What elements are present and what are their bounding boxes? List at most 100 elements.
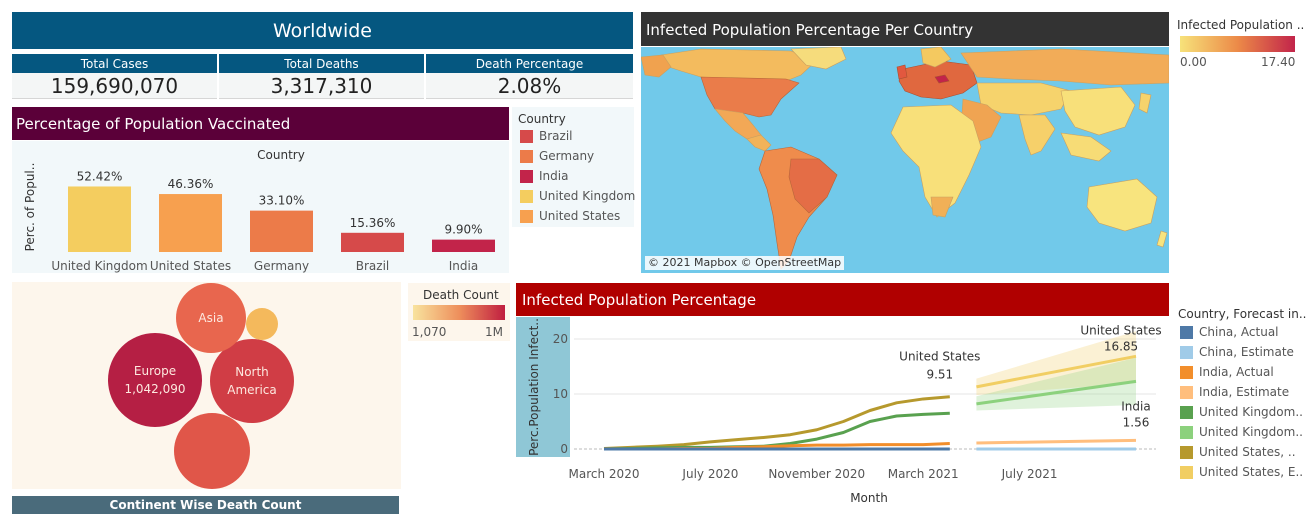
- bubble: [210, 339, 294, 423]
- legend-label: Germany: [539, 149, 595, 163]
- x-tick-label: March 2020: [569, 467, 640, 481]
- annotation-value: 16.85: [1104, 339, 1138, 353]
- bubble: [174, 413, 250, 489]
- x-tick-label: July 2020: [681, 467, 738, 481]
- map-region-se-asia: [1060, 132, 1112, 162]
- death-percentage-value: 2.08%: [426, 73, 633, 99]
- total-deaths-value: 3,317,310: [219, 73, 424, 99]
- legend-swatch: [1180, 446, 1193, 459]
- legend-swatch: [1180, 386, 1193, 399]
- bar-value-label: 9.90%: [444, 223, 482, 237]
- worldwide-title: Worldwide: [12, 12, 633, 49]
- bar: [159, 194, 222, 252]
- legend-label: United Kingdom..: [1199, 425, 1303, 439]
- vaccination-chart-title: Percentage of Population Vaccinated: [12, 107, 509, 140]
- x-tick-label: United States: [150, 259, 231, 273]
- bubble: [176, 283, 246, 353]
- legend-label: United States, E..: [1199, 465, 1304, 479]
- infected-color-ramp: [1180, 36, 1295, 52]
- x-tick-label: Brazil: [356, 259, 390, 273]
- bar-value-label: 15.36%: [350, 216, 396, 230]
- annotation-value: 9.51: [926, 368, 953, 382]
- legend-label: China, Actual: [1199, 325, 1279, 339]
- line-legend: China, Actual China, Estimate India, Act…: [1180, 325, 1305, 495]
- death-legend-min: 1,070: [412, 325, 447, 339]
- y-tick-label: 20: [553, 332, 568, 346]
- bar: [341, 232, 404, 252]
- legend-label: India: [539, 169, 569, 183]
- series-line: [976, 438, 1137, 445]
- bubble-label: 1,042,090: [124, 382, 185, 396]
- vaccination-legend-title: Country: [518, 112, 566, 126]
- bar-value-label: 33.10%: [259, 194, 305, 208]
- map-region-india: [1018, 114, 1056, 156]
- map-region-south-africa: [930, 196, 954, 218]
- line-chart-title: Infected Population Percentage: [516, 283, 1169, 316]
- death-percentage-label: Death Percentage: [426, 54, 633, 73]
- line-yaxis-band: [516, 317, 570, 457]
- y-tick-label: 0: [560, 442, 568, 456]
- series-line: [976, 379, 1137, 406]
- continent-bubble-panel: Europe 1,042,090 North America Asia: [12, 282, 401, 489]
- bar-value-label: 52.42%: [77, 169, 123, 183]
- map-region-china: [1060, 86, 1136, 136]
- bubble-label: America: [227, 383, 277, 397]
- series-line: [976, 354, 1137, 389]
- death-legend-title: Death Count: [423, 288, 499, 302]
- legend-swatch: [1180, 366, 1193, 379]
- legend-swatch: [520, 170, 533, 183]
- series-line: [603, 395, 950, 450]
- total-cases-value: 159,690,070: [12, 73, 217, 99]
- x-tick-label: July 2021: [1001, 467, 1058, 481]
- vaccination-legend: Country Brazil Germany India United King…: [512, 107, 635, 227]
- infected-legend-max: 17.40: [1261, 55, 1296, 69]
- annotation-label: United States: [899, 350, 980, 364]
- map-region-new-zealand: [1156, 230, 1168, 248]
- death-color-ramp: [413, 305, 505, 320]
- vaccination-chart-panel: Country Perc. of Popul.. 52.42% United King…: [12, 141, 509, 273]
- map-region-alaska: [641, 54, 672, 78]
- map-attribution[interactable]: © 2021 Mapbox © OpenStreetMap: [645, 256, 845, 270]
- legend-swatch: [520, 190, 533, 203]
- bubble-label: North: [235, 365, 269, 379]
- legend-label: India, Actual: [1199, 365, 1274, 379]
- bar: [432, 239, 495, 252]
- x-tick-label: Germany: [254, 259, 309, 273]
- bar: [68, 186, 131, 252]
- bar-value-label: 46.36%: [168, 177, 214, 191]
- map-region-japan: [1138, 92, 1152, 114]
- map-region-australia: [1086, 178, 1158, 232]
- map-title: Infected Population Percentage Per Count…: [641, 12, 1169, 46]
- legend-swatch: [520, 150, 533, 163]
- bubble-label: Europe: [134, 364, 176, 378]
- y-axis-title: Perc.Population Infect..: [527, 318, 541, 456]
- world-choropleth-map[interactable]: [641, 47, 1169, 273]
- legend-swatch: [1180, 326, 1193, 339]
- vaccination-bar-chart: Country Perc. of Popul.. 52.42% United King…: [23, 148, 495, 273]
- legend-swatch: [1180, 346, 1193, 359]
- world-map-svg: [641, 47, 1169, 270]
- map-region-scandinavia: [920, 47, 952, 68]
- x-tick-label: United Kingdom: [51, 259, 147, 273]
- y-tick-label: 10: [553, 387, 568, 401]
- bubble-label: Asia: [198, 311, 223, 325]
- total-cases-label: Total Cases: [12, 54, 217, 73]
- continent-chart-title: Continent Wise Death Count: [12, 496, 399, 514]
- continent-bubble-chart: Europe 1,042,090 North America Asia: [108, 283, 294, 489]
- x-axis-title: Month: [850, 491, 888, 505]
- legend-swatch: [1180, 466, 1193, 479]
- line-legend-title: Country, Forecast in..: [1178, 307, 1307, 321]
- map-region-greenland: [790, 47, 847, 70]
- x-axis-title: Country: [257, 148, 305, 162]
- legend-swatch: [1180, 406, 1193, 419]
- annotation-label: India: [1121, 399, 1150, 413]
- map-region-russia: [960, 48, 1169, 86]
- bubble: [108, 333, 202, 427]
- infected-legend-min: 0.00: [1180, 55, 1207, 69]
- legend-swatch: [1180, 426, 1193, 439]
- infected-legend-title: Infected Population ..: [1177, 18, 1305, 32]
- map-region-united-states: [700, 76, 800, 118]
- total-deaths-label: Total Deaths: [219, 54, 424, 73]
- bar: [250, 210, 313, 252]
- legend-label: United Kingdom..: [1199, 405, 1303, 419]
